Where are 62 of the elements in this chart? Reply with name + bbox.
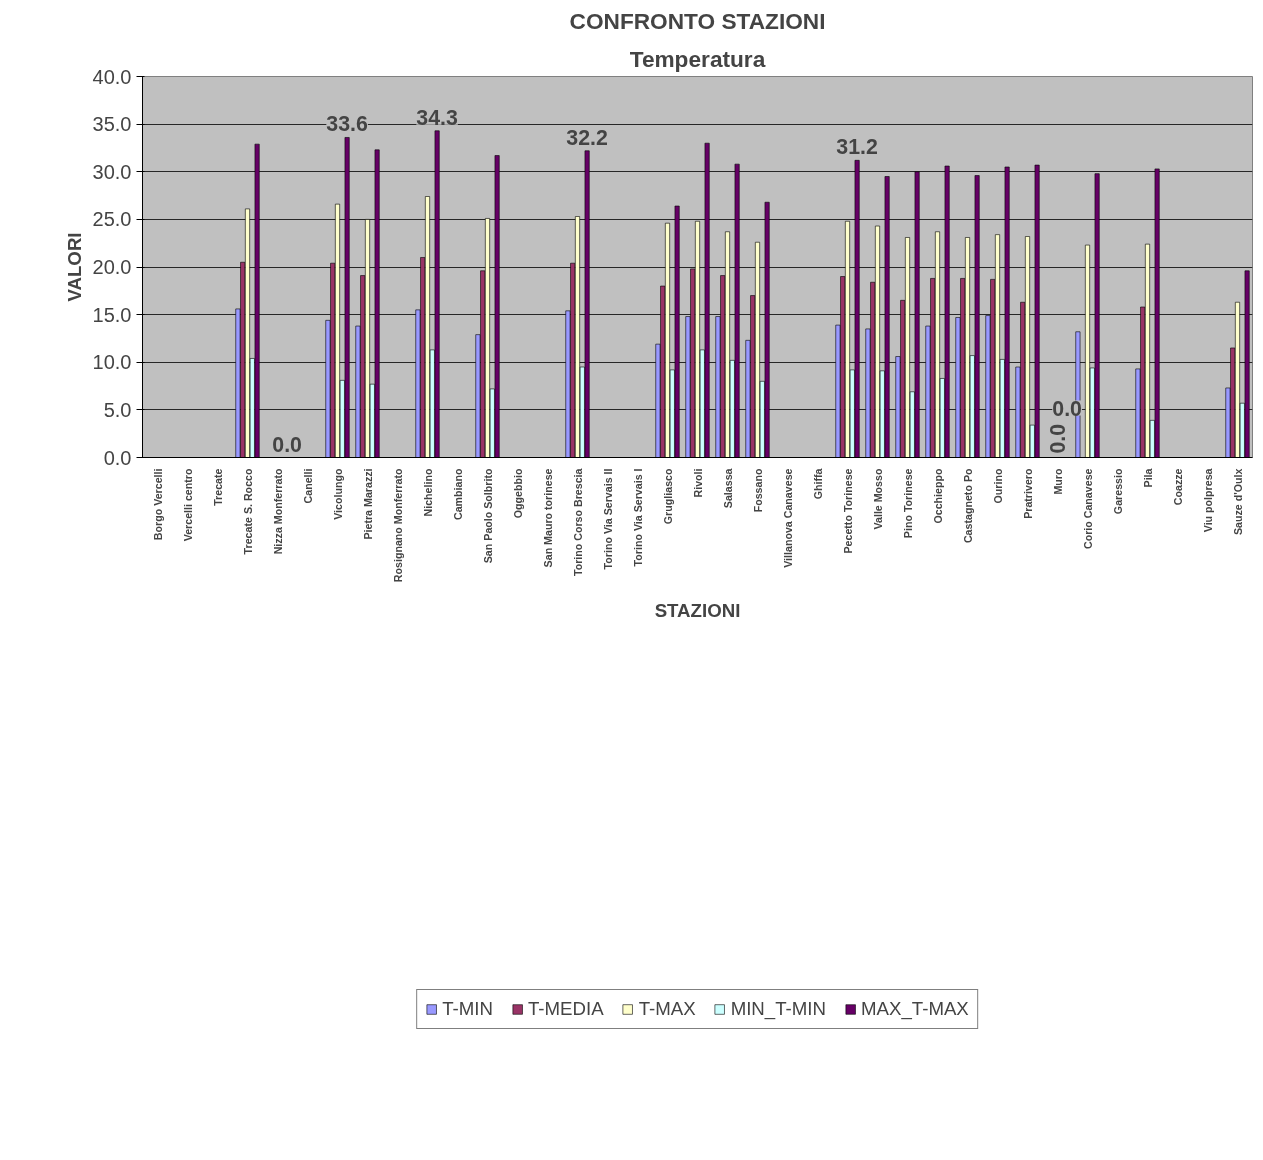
y-tick-label: 20.0 [92, 256, 132, 278]
chart-title: CONFRONTO STAZIONI [569, 7, 826, 34]
y-tick-label: 30.0 [92, 160, 132, 183]
x-tick-label: Coazze [1171, 468, 1184, 506]
x-tick-label: Trecate S. Rocco [241, 468, 254, 555]
x-tick-label: Nizza Monferrato [271, 468, 284, 555]
x-tick-label: Vicolungo [331, 468, 344, 520]
x-tick-label: Pecetto Torinese [841, 468, 854, 554]
x-tick-label: Torino Corso Brescia [571, 468, 584, 577]
data-label: 32.2 [566, 125, 608, 150]
x-tick-label: Pila [1141, 468, 1154, 488]
y-tick-label: 40.0 [92, 65, 132, 88]
x-tick-label: Pino Torinese [901, 468, 914, 539]
y-tick-label: 15.0 [92, 303, 132, 326]
legend-label: T-MAX [638, 997, 696, 1020]
chart-subtitle: Temperatura [629, 45, 766, 72]
x-tick-label: Occhieppo [931, 468, 944, 524]
x-tick-label: Grugliasco [661, 468, 674, 525]
data-label: 33.6 [326, 112, 368, 137]
x-tick-label: Torino Via Servais I [631, 468, 644, 567]
x-tick-label: Torino Via Servais II [601, 468, 614, 570]
x-tick-label: Fossano [751, 468, 764, 513]
data-label: 34.3 [416, 105, 458, 130]
y-tick-label: 10.0 [92, 351, 132, 374]
x-tick-label: Rivoli [691, 468, 704, 498]
data-label: 31.2 [836, 135, 878, 160]
x-tick-label: Nichelino [421, 468, 434, 517]
x-tick-label: Villanova Canavese [781, 468, 794, 568]
x-tick-label: Vercelli centro [181, 468, 194, 542]
legend-label: MAX_T-MAX [861, 997, 969, 1020]
data-label: 0.0 [1046, 423, 1070, 454]
x-tick-label: Viu polpresa [1201, 468, 1214, 533]
x-tick-label: Salassa [721, 468, 734, 509]
x-tick-label: Corio Canavese [1081, 468, 1094, 550]
y-tick-label: 0.0 [103, 446, 132, 469]
x-tick-label: Muro [1051, 468, 1064, 495]
data-label: 0.0 [1052, 396, 1082, 421]
x-tick-label: Oggebbio [511, 468, 524, 519]
data-label: 0.0 [272, 432, 302, 457]
x-tick-label: Valle Mosso [871, 468, 884, 530]
x-tick-label: Ghiffa [811, 468, 824, 500]
x-tick-label: Ourino [991, 468, 1004, 504]
x-tick-label: Trecate [211, 468, 224, 506]
x-tick-label: San Mauro torinese [541, 468, 554, 568]
x-tick-label: Castagneto Po [961, 468, 974, 544]
x-axis-title: STAZIONI [654, 600, 741, 622]
x-tick-label: Pratrivero [1021, 468, 1034, 519]
x-tick-label: Borgo Vercelli [151, 468, 164, 541]
x-tick-label: Sauze d'Oulx [1231, 468, 1244, 535]
x-tick-label: Rosignano Monferrato [391, 468, 404, 583]
legend-label: T-MIN [442, 997, 493, 1020]
x-tick-label: Garessio [1111, 468, 1124, 515]
y-axis-title: VALORI [63, 232, 85, 302]
x-tick-label: San Paolo Solbrito [481, 468, 494, 564]
x-tick-label: Canelli [301, 468, 314, 504]
legend-label: MIN_T-MIN [730, 997, 827, 1020]
x-tick-label: Cambiano [451, 468, 464, 521]
y-tick-label: 35.0 [92, 113, 132, 136]
y-tick-label: 5.0 [103, 398, 132, 421]
legend-label: T-MEDIA [527, 997, 604, 1020]
y-tick-label: 25.0 [92, 208, 132, 231]
x-tick-label: Pietra Marazzi [361, 468, 374, 540]
